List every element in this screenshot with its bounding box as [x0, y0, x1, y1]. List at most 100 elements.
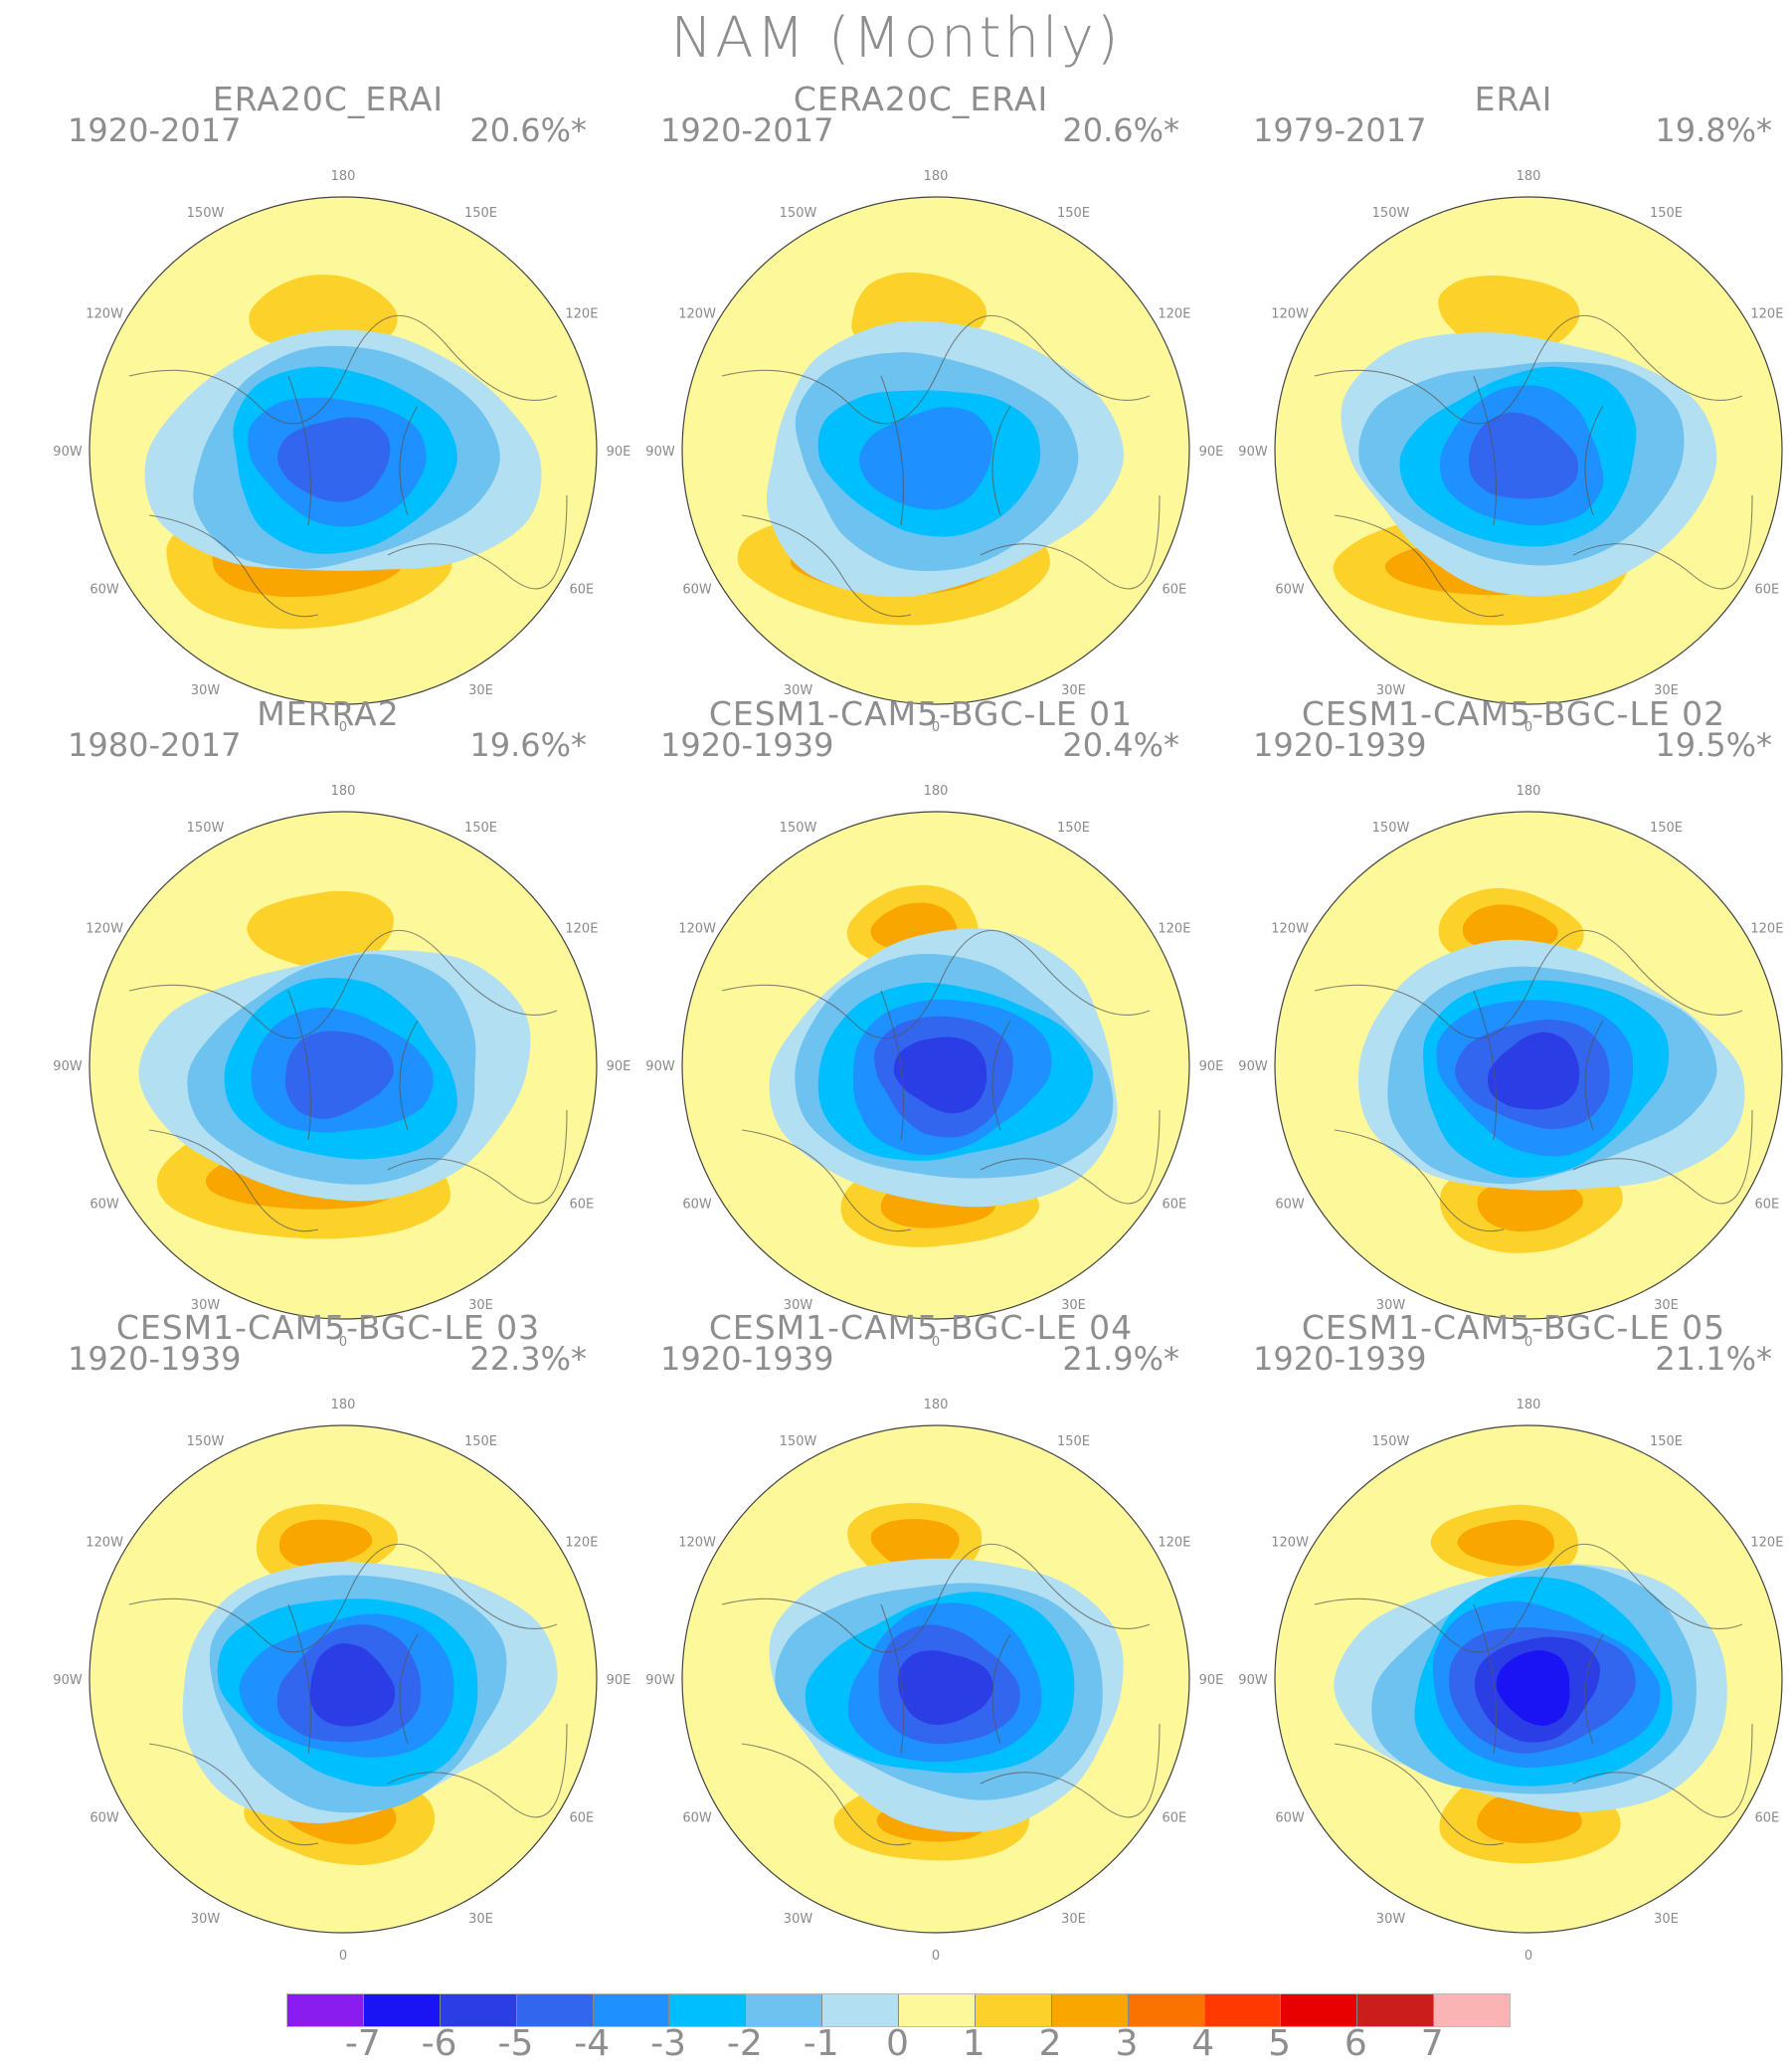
- longitude-label: 60E: [1163, 1198, 1187, 1213]
- longitude-label: 150E: [464, 206, 497, 221]
- colorbar-swatch: [364, 1994, 441, 2026]
- colorbar-swatch: [1434, 1994, 1510, 2026]
- longitude-label: 60E: [1163, 583, 1187, 598]
- longitude-label: 120W: [86, 1536, 123, 1551]
- panel-period: 1979-2017: [1253, 111, 1426, 149]
- colorbar-tick-label: -4: [574, 2023, 610, 2064]
- colorbar-tick-label: 1: [963, 2023, 986, 2064]
- longitude-label: 150E: [1057, 821, 1090, 836]
- longitude-label: 180: [1517, 169, 1541, 184]
- longitude-label: 150W: [1372, 1434, 1410, 1449]
- longitude-label: 30W: [784, 1912, 813, 1927]
- longitude-label: 90W: [1238, 445, 1268, 460]
- longitude-label: 90W: [1238, 1673, 1268, 1688]
- longitude-label: 60W: [90, 1198, 119, 1213]
- longitude-label: 120W: [1271, 1536, 1309, 1551]
- longitude-label: 90E: [1199, 445, 1224, 460]
- colorbar-tick-label: 6: [1344, 2023, 1367, 2064]
- longitude-label: 150E: [1650, 1434, 1683, 1449]
- panel-variance: 21.1%*: [1655, 1340, 1772, 1378]
- longitude-label: 150W: [780, 206, 817, 221]
- panel-variance: 21.9%*: [1062, 1340, 1179, 1378]
- longitude-label: 60W: [682, 1811, 712, 1826]
- longitude-label: 150W: [780, 1434, 817, 1449]
- colorbar-swatch: [287, 1994, 364, 2026]
- longitude-label: 180: [331, 1398, 356, 1412]
- longitude-label: 120W: [1271, 922, 1309, 937]
- colorbar-tick-label: -5: [497, 2023, 533, 2064]
- longitude-label: 60W: [90, 583, 119, 598]
- longitude-label: 90W: [1238, 1059, 1268, 1074]
- colorbar-tick-label: 7: [1421, 2023, 1444, 2064]
- colorbar-swatch: [517, 1994, 594, 2026]
- longitude-label: 60W: [1275, 583, 1305, 598]
- colorbar-tick-label: -7: [345, 2023, 381, 2064]
- colorbar-tick-label: -6: [422, 2023, 457, 2064]
- longitude-label: 90W: [645, 1673, 675, 1688]
- longitude-label: 90W: [645, 445, 675, 460]
- longitude-label: 0: [932, 1949, 940, 1964]
- longitude-label: 60E: [1755, 583, 1780, 598]
- colorbar-swatch: [1052, 1994, 1129, 2026]
- longitude-label: 60E: [570, 1198, 595, 1213]
- colorbar-swatch: [441, 1994, 517, 2026]
- longitude-label: 180: [331, 169, 356, 184]
- panel-period: 1920-2017: [660, 111, 833, 149]
- colorbar-swatch: [1281, 1994, 1357, 2026]
- longitude-label: 60E: [570, 583, 595, 598]
- panel-period: 1920-1939: [1253, 726, 1426, 764]
- longitude-label: 120E: [1750, 307, 1783, 322]
- longitude-label: 30E: [1654, 1912, 1679, 1927]
- colorbar-swatch: [1129, 1994, 1205, 2026]
- longitude-label: 0: [1524, 1949, 1532, 1964]
- colorbar-swatch: [899, 1994, 976, 2026]
- longitude-label: 150W: [1372, 206, 1410, 221]
- longitude-label: 60E: [570, 1811, 595, 1826]
- colorbar-tick-label: -3: [650, 2023, 686, 2064]
- longitude-label: 150E: [464, 821, 497, 836]
- longitude-label: 180: [924, 1398, 949, 1412]
- longitude-label: 180: [924, 169, 949, 184]
- colorbar-tick-label: -2: [727, 2023, 763, 2064]
- longitude-label: 150W: [1372, 821, 1410, 836]
- colorbar-swatch: [1205, 1994, 1282, 2026]
- longitude-label: 60E: [1755, 1198, 1780, 1213]
- longitude-label: 90W: [53, 1673, 83, 1688]
- colorbar-tick-label: -1: [804, 2023, 839, 2064]
- longitude-label: 120W: [1271, 307, 1309, 322]
- longitude-label: 60W: [90, 1811, 119, 1826]
- panel-variance: 20.6%*: [469, 111, 587, 149]
- longitude-label: 90W: [53, 445, 83, 460]
- panel-period: 1920-1939: [660, 726, 833, 764]
- longitude-label: 30W: [191, 1912, 221, 1927]
- longitude-label: 120E: [565, 922, 598, 937]
- longitude-label: 150E: [464, 1434, 497, 1449]
- longitude-label: 180: [331, 784, 356, 799]
- longitude-label: 150W: [187, 821, 225, 836]
- longitude-label: 150E: [1057, 1434, 1090, 1449]
- longitude-label: 150W: [780, 821, 817, 836]
- colorbar-tick-label: 5: [1268, 2023, 1291, 2064]
- longitude-label: 60W: [1275, 1811, 1305, 1826]
- longitude-label: 120W: [678, 307, 716, 322]
- longitude-label: 120E: [1750, 1536, 1783, 1551]
- longitude-label: 120E: [1750, 922, 1783, 937]
- longitude-label: 0: [339, 1949, 347, 1964]
- panel-variance: 22.3%*: [469, 1340, 587, 1378]
- colorbar-swatch: [594, 1994, 670, 2026]
- colorbar-swatch: [746, 1994, 822, 2026]
- panel-variance: 20.6%*: [1062, 111, 1179, 149]
- panel-variance: 19.8%*: [1655, 111, 1772, 149]
- longitude-label: 120W: [678, 1536, 716, 1551]
- longitude-label: 90E: [607, 1059, 631, 1074]
